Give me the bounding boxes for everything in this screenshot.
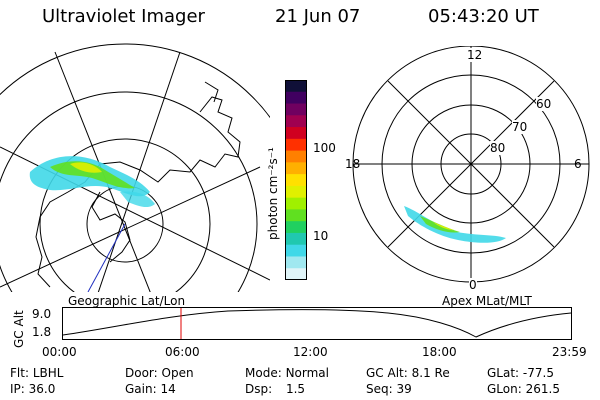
- status-flt: Flt: LBHL: [10, 366, 64, 380]
- time-label: 05:43:20 UT: [428, 6, 539, 27]
- colorbar-swatch: [285, 115, 307, 128]
- lat-circle: [39, 138, 211, 292]
- coastline: [91, 191, 131, 263]
- left-map-caption: Geographic Lat/Lon: [68, 294, 186, 308]
- lon-line: [0, 166, 261, 288]
- colorbar-swatch: [285, 80, 307, 93]
- colorbar: [285, 80, 307, 280]
- strip-ytick-9: 9.0: [32, 307, 52, 321]
- colorbar-tick-10: 10: [313, 229, 329, 243]
- strip-xtick: 06:00: [165, 345, 200, 359]
- aurora-emission-polar: [404, 206, 506, 243]
- instrument-title: Ultraviolet Imager: [42, 6, 205, 27]
- strip-xtick: 23:59: [552, 345, 587, 359]
- geographic-map: [0, 43, 270, 292]
- date-label: 21 Jun 07: [275, 6, 361, 27]
- status-seq: Seq: 39: [366, 382, 412, 396]
- lon-line: [97, 51, 181, 292]
- aurora-emission: [29, 156, 155, 208]
- polar-plot: [352, 46, 590, 283]
- status-dsp: Dsp: 1.5: [245, 382, 306, 396]
- strip-xtick: 12:00: [293, 345, 328, 359]
- colorbar-swatch: [285, 150, 307, 163]
- strip-xtick: 00:00: [42, 345, 77, 359]
- lat-circle: [0, 91, 258, 292]
- mlt-label-0: 0: [469, 278, 477, 292]
- colorbar-swatch: [285, 103, 307, 116]
- mlt-label-12: 12: [466, 48, 484, 62]
- lon-line: [54, 51, 151, 292]
- mlat-label-70: 70: [512, 120, 528, 134]
- colorbar-swatch: [285, 256, 307, 269]
- colorbar-swatch: [285, 138, 307, 152]
- colorbar-swatch: [285, 185, 307, 199]
- colorbar-swatch: [285, 162, 307, 175]
- strip-axis-label: GC Alt: [12, 310, 26, 348]
- altitude-strip: [62, 307, 572, 340]
- mlat-label-60: 60: [536, 97, 552, 111]
- mlt-label-6: 6: [574, 157, 582, 171]
- colorbar-swatch: [285, 127, 307, 140]
- status-glon: GLon: 261.5: [487, 382, 560, 396]
- colorbar-tick-100: 100: [313, 141, 336, 155]
- colorbar-swatch: [285, 268, 307, 280]
- colorbar-swatch: [285, 244, 307, 257]
- strip-ytick-1.8: 1.8: [32, 325, 52, 339]
- colorbar-swatch: [285, 221, 307, 234]
- mlat-label-80: 80: [490, 141, 506, 155]
- colorbar-swatch: [285, 91, 307, 105]
- status-door: Door: Open: [125, 366, 194, 380]
- status-mode: Mode: Normal: [245, 366, 329, 380]
- satellite-track: [87, 223, 126, 292]
- colorbar-unit-label: photon cm⁻²s⁻¹: [266, 147, 280, 240]
- mlt-label-18: 18: [345, 157, 361, 171]
- status-gc-alt: GC Alt: 8.1 Re: [366, 366, 450, 380]
- coastline: [204, 81, 219, 103]
- colorbar-swatch: [285, 174, 307, 187]
- status-gain: Gain: 14: [125, 382, 176, 396]
- right-map-caption: Apex MLat/MLT: [442, 294, 532, 308]
- status-ip: IP: 36.0: [10, 382, 56, 396]
- coastline: [35, 96, 241, 288]
- altitude-curve: [62, 309, 572, 338]
- colorbar-swatch: [285, 209, 307, 222]
- colorbar-swatch: [285, 232, 307, 246]
- strip-xtick: 18:00: [422, 345, 457, 359]
- colorbar-swatch: [285, 197, 307, 210]
- status-glat: GLat: -77.5: [487, 366, 554, 380]
- lat-circle: [0, 43, 270, 119]
